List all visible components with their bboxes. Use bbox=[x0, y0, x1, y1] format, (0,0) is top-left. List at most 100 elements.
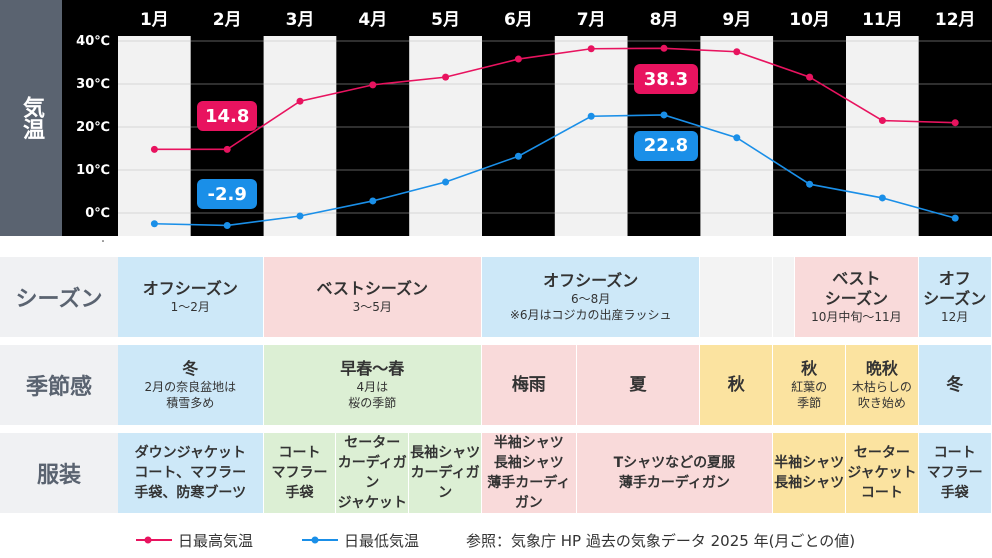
legend: 日最高気温 日最低気温 参照：気象庁 HP 過去の気象データ 2025 年(月ご… bbox=[0, 528, 992, 552]
season-feel-subtitle: 2月の奈良盆地は 積雪多め bbox=[144, 380, 237, 410]
clothing-text: コート マフラー 手袋 bbox=[271, 445, 328, 501]
data-point bbox=[878, 117, 886, 125]
month-column bbox=[409, 36, 482, 236]
clothing-text: 長袖シャツ カーディガン bbox=[410, 445, 481, 501]
season-subtitle: 12月 bbox=[941, 310, 969, 324]
legend-source: 参照：気象庁 HP 過去の気象データ 2025 年(月ごとの値) bbox=[466, 532, 856, 550]
month-tick-label: 3月 bbox=[286, 10, 315, 30]
month-tick-label: 9月 bbox=[722, 10, 751, 30]
y-tick-label: 10℃ bbox=[76, 163, 110, 178]
season-feel-title: 早春〜春 bbox=[340, 359, 405, 378]
season-feel-cell: 秋 bbox=[700, 345, 774, 425]
data-point bbox=[951, 214, 959, 222]
month-tick-label: 11月 bbox=[862, 10, 903, 30]
season-title: オフシーズン bbox=[543, 271, 639, 290]
month-column bbox=[263, 36, 337, 236]
clothing-text: コート マフラー 手袋 bbox=[926, 445, 983, 501]
clothing-cell: ダウンジャケット コート、マフラー 手袋、防寒ブーツ bbox=[118, 433, 264, 513]
month-tick-label: 10月 bbox=[789, 10, 830, 30]
clothing-cell: 長袖シャツ カーディガン bbox=[409, 433, 482, 513]
data-point bbox=[733, 48, 741, 56]
season-feel-title: 夏 bbox=[629, 375, 647, 395]
clothing-text: Tシャツなどの夏服 薄手カーディガン bbox=[613, 455, 736, 491]
clothing-text: セーター カーディガン ジャケット bbox=[337, 435, 407, 511]
month-tick-label: 6月 bbox=[504, 10, 533, 30]
legend-min-label: 日最低気温 bbox=[344, 532, 420, 550]
clothing-text: 半袖シャツ 長袖シャツ bbox=[774, 455, 845, 491]
month-tick-label: 12月 bbox=[935, 10, 976, 30]
clothing-text: ダウンジャケット コート、マフラー 手袋、防寒ブーツ bbox=[134, 445, 247, 501]
month-column bbox=[554, 36, 628, 236]
season-subtitle: 1〜2月 bbox=[170, 300, 210, 314]
data-point bbox=[514, 55, 522, 63]
season-feel-row: 季節感 冬 2月の奈良盆地は 積雪多め 早春〜春 4月は 桜の季節 梅雨 夏 秋 秋紅葉の 季… bbox=[0, 345, 992, 425]
data-point bbox=[587, 112, 595, 120]
season-feel-subtitle: 紅葉の 季節 bbox=[791, 380, 828, 410]
season-feel-cell: 梅雨 bbox=[482, 345, 577, 425]
clothing-cell: セーター ジャケット コート bbox=[846, 433, 919, 513]
season-feel-cell: 秋紅葉の 季節 bbox=[773, 345, 846, 425]
season-subtitle: 6〜8月 ※6月はコジカの出産ラッシュ bbox=[509, 292, 672, 322]
clothing-row: 服装 ダウンジャケット コート、マフラー 手袋、防寒ブーツ コート マフラー 手袋… bbox=[0, 433, 992, 513]
data-point bbox=[733, 134, 741, 142]
month-tick-label: 4月 bbox=[358, 10, 387, 30]
season-feel-title: 冬 bbox=[182, 359, 199, 378]
season-row: シーズン オフシーズン 1〜2月 ベストシーズン 3〜5月 オフシーズン 6〜8月 ※6月… bbox=[0, 257, 992, 337]
month-tick-label: 1月 bbox=[140, 10, 169, 30]
data-point bbox=[514, 152, 522, 160]
y-axis-title: 気温 bbox=[0, 0, 62, 236]
temperature-chart: 1月 2月 3月 4月 5月 6月 7月 8月 9月 10月 11月 12月 40℃ 30℃ 20℃ 10℃ 0… bbox=[0, 0, 992, 250]
season-title: オフ シーズン bbox=[923, 269, 987, 308]
data-point bbox=[442, 178, 450, 186]
data-point bbox=[806, 180, 814, 188]
month-column bbox=[482, 36, 555, 236]
season-cell bbox=[700, 257, 774, 337]
month-column bbox=[773, 36, 846, 236]
data-point bbox=[660, 111, 668, 119]
month-tick-label: 7月 bbox=[577, 10, 606, 30]
clothing-cell: 半袖シャツ 長袖シャツ bbox=[773, 433, 846, 513]
data-point bbox=[660, 44, 668, 52]
month-header bbox=[118, 0, 992, 36]
season-feel-cell: 夏 bbox=[576, 345, 701, 425]
data-point bbox=[878, 194, 886, 202]
data-point bbox=[951, 119, 959, 127]
clothing-text: セーター ジャケット コート bbox=[847, 445, 917, 501]
season-feel-cell: 冬 bbox=[918, 345, 992, 425]
chart-bottom-margin bbox=[0, 236, 992, 250]
data-label: 14.8 bbox=[197, 101, 258, 132]
season-cell: オフシーズン 6〜8月 ※6月はコジカの出産ラッシュ bbox=[482, 257, 701, 337]
season-cell: オフ シーズン 12月 bbox=[918, 257, 992, 337]
clothing-cell: コート マフラー 手袋 bbox=[263, 433, 337, 513]
y-tick-label: 20℃ bbox=[76, 120, 110, 135]
y-tick-label: 30℃ bbox=[76, 77, 110, 92]
season-feel-cell: 晩秋木枯らしの 吹き始め bbox=[846, 345, 919, 425]
data-point bbox=[442, 73, 450, 81]
data-point bbox=[296, 212, 304, 220]
data-point bbox=[296, 97, 304, 105]
clothing-row-label: 服装 bbox=[0, 433, 118, 513]
season-title: ベスト シーズン bbox=[824, 269, 888, 308]
data-label: -2.9 bbox=[197, 179, 258, 210]
clothing-cell: 半袖シャツ 長袖シャツ 薄手カーディガン bbox=[482, 433, 577, 513]
season-row-label: シーズン bbox=[0, 257, 118, 337]
clothing-cell: セーター カーディガン ジャケット bbox=[336, 433, 410, 513]
series-line-1 bbox=[154, 114, 956, 227]
month-column bbox=[918, 36, 992, 236]
data-point bbox=[150, 145, 158, 153]
data-label: 38.3 bbox=[634, 64, 698, 95]
data-point bbox=[223, 145, 231, 153]
season-feel-row-label: 季節感 bbox=[0, 345, 118, 425]
month-tick-label: 5月 bbox=[431, 10, 460, 30]
series-line-0 bbox=[154, 47, 956, 151]
season-feel-title: 梅雨 bbox=[511, 375, 546, 395]
data-point bbox=[369, 197, 377, 205]
data-point bbox=[369, 81, 377, 89]
data-point bbox=[223, 221, 231, 229]
season-feel-title: 秋 bbox=[727, 375, 745, 395]
month-tick-label: 8月 bbox=[650, 10, 679, 30]
season-feel-subtitle: 木枯らしの 吹き始め bbox=[851, 380, 912, 410]
month-column bbox=[118, 36, 191, 236]
season-feel-subtitle: 4月は 桜の季節 bbox=[348, 380, 397, 410]
season-feel-title: 晩秋 bbox=[865, 359, 898, 378]
